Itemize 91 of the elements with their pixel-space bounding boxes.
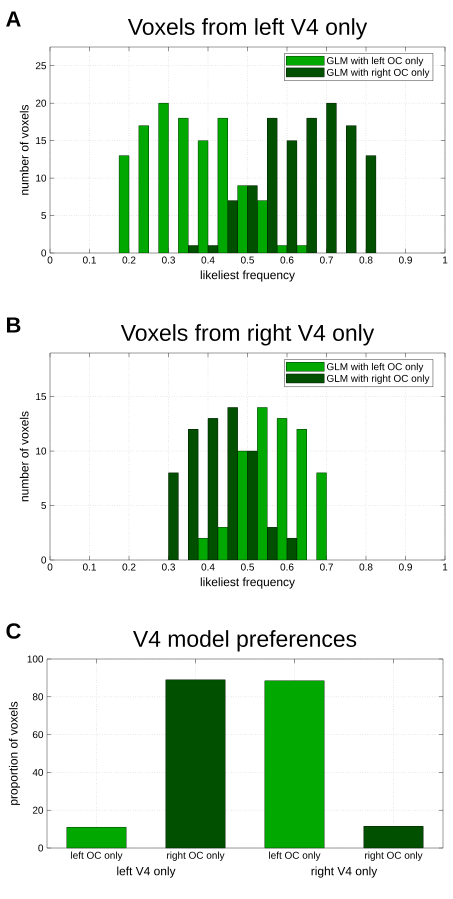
y-tick-label: 80 xyxy=(32,693,44,700)
x-tick-label: 0 xyxy=(48,564,52,571)
x-tick-label: left OC only xyxy=(269,852,320,861)
bar xyxy=(237,450,248,560)
bar xyxy=(276,418,288,560)
bar xyxy=(218,118,228,254)
bar xyxy=(267,527,278,560)
x-tick-label: left OC only xyxy=(71,852,122,861)
x-axis-title: likeliest frequency xyxy=(200,270,295,282)
text: right V4 only xyxy=(312,866,378,878)
x-axis-title: likeliest frequency xyxy=(200,577,295,589)
y-tick-label: 10 xyxy=(36,174,46,182)
bar xyxy=(296,429,308,560)
bar xyxy=(364,826,424,848)
x-tick-label: 0.1 xyxy=(82,564,96,571)
bar xyxy=(247,450,258,560)
text: B xyxy=(6,317,20,333)
text: C xyxy=(6,623,21,639)
bar xyxy=(166,680,226,848)
y-tick-label: 5 xyxy=(41,502,46,510)
x-tick-label: 0.6 xyxy=(280,256,294,264)
bar xyxy=(66,826,126,848)
y-tick-label: 15 xyxy=(36,137,46,144)
bar xyxy=(228,200,238,254)
x-tick-label: right OC only xyxy=(365,852,423,861)
y-tick-label: 40 xyxy=(32,768,44,776)
y-tick-label: 60 xyxy=(32,731,44,738)
bar xyxy=(286,140,298,254)
x-tick-label: 1 xyxy=(443,564,448,570)
y-tick-label: 0 xyxy=(38,844,44,852)
x-tick-label: 0.2 xyxy=(122,564,136,571)
y-axis-title: number of voxels xyxy=(20,104,29,195)
bar xyxy=(346,125,356,254)
bar xyxy=(178,118,189,254)
bar xyxy=(228,407,238,560)
x-tick-label: 0.3 xyxy=(162,564,175,571)
chart-title: V4 model preferences xyxy=(133,630,356,652)
text: A xyxy=(6,11,21,27)
x-tick-label: 0.3 xyxy=(162,256,175,264)
legend-label: GLM with right OC only xyxy=(326,374,430,384)
x-tick-label: 0.7 xyxy=(320,564,333,571)
bar xyxy=(158,102,169,254)
bar xyxy=(218,527,228,560)
bar xyxy=(188,429,198,560)
x-tick-label: 0.4 xyxy=(201,564,215,571)
y-tick-label: 0 xyxy=(41,249,46,257)
y-tick-label: 0 xyxy=(41,556,46,564)
bar xyxy=(237,185,248,254)
bar xyxy=(257,200,268,254)
y-tick-label: 20 xyxy=(36,100,46,107)
bar xyxy=(138,125,150,254)
x-tick-label: 0.9 xyxy=(398,256,412,264)
x-tick-label: right OC only xyxy=(167,852,225,861)
y-tick-label: 5 xyxy=(41,212,46,220)
bar xyxy=(366,155,376,254)
y-tick-label: 25 xyxy=(36,62,46,70)
bar xyxy=(208,418,218,560)
bar xyxy=(267,118,278,254)
bar xyxy=(306,118,317,254)
x-tick-label: 0 xyxy=(48,256,52,264)
x-tick-label: 0.1 xyxy=(82,256,96,264)
x-tick-label: 0.9 xyxy=(398,564,412,571)
x-tick-label: 0.4 xyxy=(201,256,215,264)
y-tick-label: 20 xyxy=(32,806,44,814)
x-tick-label: 0.5 xyxy=(240,256,254,264)
chart-title: Voxels from left V4 only xyxy=(128,18,368,40)
y-tick-label: 10 xyxy=(36,448,46,455)
y-tick-label: 100 xyxy=(28,655,44,663)
y-axis-title: number of voxels xyxy=(20,411,29,502)
bar xyxy=(168,472,179,560)
bar xyxy=(264,680,324,848)
legend-label: GLM with left OC only xyxy=(326,362,424,372)
bar xyxy=(257,407,268,560)
x-tick-label: 0.7 xyxy=(320,256,333,264)
y-tick-label: 15 xyxy=(36,393,46,400)
x-tick-label: 0.8 xyxy=(359,256,372,264)
y-axis-title: proportion of voxels xyxy=(8,702,20,805)
legend-label: GLM with right OC only xyxy=(326,68,430,78)
text: left V4 only xyxy=(117,866,176,878)
bar xyxy=(118,155,130,254)
bar xyxy=(316,472,327,560)
x-tick-label: 0.2 xyxy=(122,256,136,264)
x-tick-label: 1 xyxy=(443,256,448,264)
legend-label: GLM with left OC only xyxy=(326,56,424,66)
x-tick-label: 0.6 xyxy=(280,564,294,571)
bar xyxy=(247,185,258,254)
bar xyxy=(326,102,337,254)
bar xyxy=(198,140,208,254)
x-tick-label: 0.8 xyxy=(359,564,372,571)
x-tick-label: 0.5 xyxy=(240,564,254,571)
chart-title: Voxels from right V4 only xyxy=(120,324,374,346)
